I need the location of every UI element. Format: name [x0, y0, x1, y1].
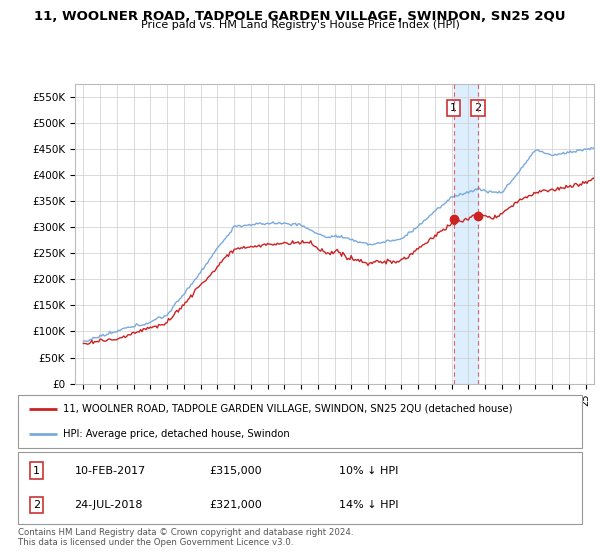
Text: 1: 1	[450, 103, 457, 113]
Text: HPI: Average price, detached house, Swindon: HPI: Average price, detached house, Swin…	[63, 429, 290, 439]
Text: 24-JUL-2018: 24-JUL-2018	[74, 500, 143, 510]
Text: 2: 2	[33, 500, 40, 510]
Text: 10-FEB-2017: 10-FEB-2017	[74, 465, 146, 475]
Text: Contains HM Land Registry data © Crown copyright and database right 2024.
This d: Contains HM Land Registry data © Crown c…	[18, 528, 353, 547]
FancyBboxPatch shape	[18, 452, 582, 524]
Text: £321,000: £321,000	[210, 500, 263, 510]
Text: 14% ↓ HPI: 14% ↓ HPI	[340, 500, 399, 510]
Text: 10% ↓ HPI: 10% ↓ HPI	[340, 465, 399, 475]
Text: 1: 1	[33, 465, 40, 475]
Text: £315,000: £315,000	[210, 465, 262, 475]
FancyBboxPatch shape	[18, 395, 582, 448]
Text: 11, WOOLNER ROAD, TADPOLE GARDEN VILLAGE, SWINDON, SN25 2QU (detached house): 11, WOOLNER ROAD, TADPOLE GARDEN VILLAGE…	[63, 404, 512, 414]
Text: 11, WOOLNER ROAD, TADPOLE GARDEN VILLAGE, SWINDON, SN25 2QU: 11, WOOLNER ROAD, TADPOLE GARDEN VILLAGE…	[34, 10, 566, 22]
Text: 2: 2	[474, 103, 481, 113]
Text: Price paid vs. HM Land Registry's House Price Index (HPI): Price paid vs. HM Land Registry's House …	[140, 20, 460, 30]
Bar	[454, 84, 478, 384]
